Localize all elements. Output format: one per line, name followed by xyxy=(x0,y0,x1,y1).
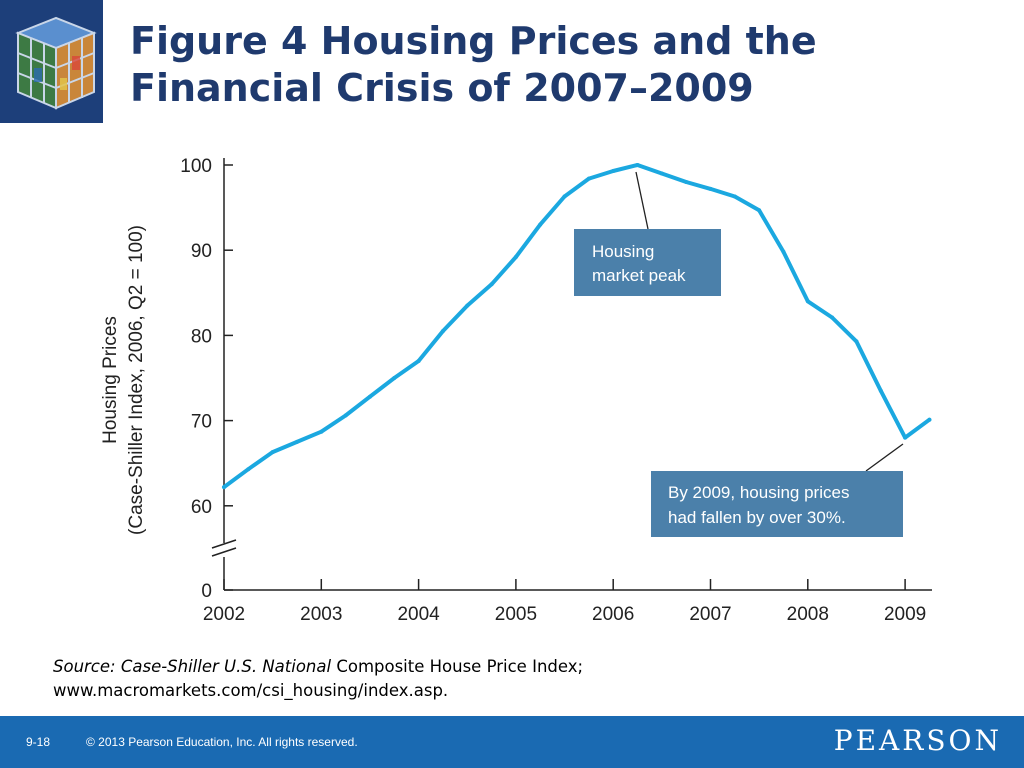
data-point xyxy=(246,467,251,472)
data-point xyxy=(927,417,932,422)
copyright: © 2013 Pearson Education, Inc. All right… xyxy=(86,735,358,749)
x-tick-label: 2008 xyxy=(787,604,829,625)
x-tick-label: 2002 xyxy=(203,604,245,625)
data-point xyxy=(805,299,810,304)
data-point xyxy=(635,163,640,167)
data-point xyxy=(343,413,348,418)
data-point xyxy=(440,329,445,334)
y-tick-label: 80 xyxy=(191,326,212,347)
peak-callout-box xyxy=(574,229,721,296)
source-rest: Composite House Price Index; xyxy=(331,657,584,676)
data-point xyxy=(270,450,275,455)
data-point xyxy=(757,208,762,213)
x-tick-label: 2003 xyxy=(300,604,342,625)
cube-logo-icon xyxy=(0,0,103,123)
source-url: www.macromarkets.com/csi_housing/index.a… xyxy=(53,681,449,700)
x-tick-label: 2006 xyxy=(592,604,634,625)
y-axis-label-line-1: Housing Prices xyxy=(100,316,121,444)
data-point xyxy=(781,249,786,254)
y-axis-label: Housing Prices (Case-Shiller Index, 2006… xyxy=(100,225,147,535)
data-point xyxy=(489,282,494,287)
peak-leader-line xyxy=(635,171,649,230)
data-point xyxy=(659,171,664,176)
y-tick-label: 100 xyxy=(180,156,212,177)
peak-callout-line-2: market peak xyxy=(592,266,686,285)
data-point xyxy=(732,194,737,199)
source-note: Source: Case-Shiller U.S. National Compo… xyxy=(53,655,993,703)
y-axis-label-line-2: (Case-Shiller Index, 2006, Q2 = 100) xyxy=(126,225,147,535)
pearson-logo: PEARSON xyxy=(833,724,1002,757)
x-tick-label: 2007 xyxy=(689,604,731,625)
data-point xyxy=(611,169,616,173)
data-point xyxy=(684,180,689,184)
decline-callout-line-2: had fallen by over 30%. xyxy=(668,508,846,527)
series xyxy=(222,163,932,490)
decline-leader-line xyxy=(865,443,904,472)
axis-break-mark xyxy=(211,539,237,549)
slide-title: Figure 4 Housing Prices and the Financia… xyxy=(130,18,1010,112)
peak-callout-line-1: Housing xyxy=(592,242,654,261)
data-point xyxy=(586,176,591,181)
data-point xyxy=(319,429,324,434)
housing-price-chart: Housing Prices (Case-Shiller Index, 2006… xyxy=(100,156,932,625)
axis-break-mark xyxy=(211,547,237,557)
y-ticks: 100 90 80 70 60 0 xyxy=(180,156,233,602)
data-point xyxy=(295,439,299,444)
y-tick-label: 70 xyxy=(191,412,212,433)
page-number: 9-18 xyxy=(26,735,51,749)
x-tick-label: 2009 xyxy=(884,604,926,625)
decline-callout-line-1: By 2009, housing prices xyxy=(668,483,849,502)
y-tick-label: 60 xyxy=(191,497,212,518)
x-ticks: 2002 2003 2004 2005 2006 2007 2008 2009 xyxy=(203,579,926,625)
x-tick-label: 2005 xyxy=(495,604,537,625)
data-point xyxy=(367,394,372,399)
data-point xyxy=(416,359,421,363)
source-label: Source: Case-Shiller U.S. National xyxy=(53,657,332,676)
x-tick-label: 2004 xyxy=(397,604,440,625)
data-point xyxy=(854,339,859,344)
annotations: Housing market peak By 2009, housing price… xyxy=(574,171,904,537)
data-point xyxy=(830,315,835,320)
y-tick-label: 90 xyxy=(191,241,212,262)
data-point xyxy=(392,376,397,380)
axes xyxy=(211,158,932,591)
data-point xyxy=(903,435,908,440)
data-point xyxy=(465,303,470,308)
series-line xyxy=(222,163,932,490)
data-point xyxy=(708,186,713,191)
decline-callout-box xyxy=(651,471,903,537)
title-line-1: Figure 4 Housing Prices and the xyxy=(130,19,817,63)
title-line-2: Financial Crisis of 2007–2009 xyxy=(130,66,754,110)
footer-bar: 9-18 © 2013 Pearson Education, Inc. All … xyxy=(0,716,1024,768)
data-point xyxy=(562,194,567,199)
data-point xyxy=(538,222,543,227)
data-point xyxy=(878,388,883,393)
data-point xyxy=(222,485,226,490)
y-tick-label: 0 xyxy=(201,581,212,602)
data-point xyxy=(513,255,518,259)
